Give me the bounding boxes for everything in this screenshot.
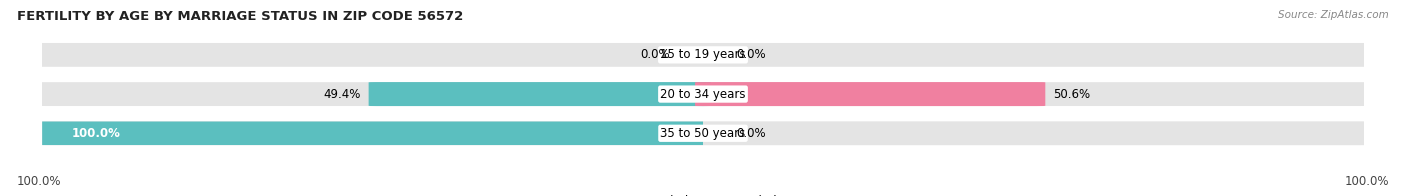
Text: 100.0%: 100.0% — [72, 127, 120, 140]
Text: 35 to 50 years: 35 to 50 years — [661, 127, 745, 140]
Text: 49.4%: 49.4% — [323, 88, 361, 101]
FancyBboxPatch shape — [30, 121, 1376, 146]
Text: 0.0%: 0.0% — [737, 127, 766, 140]
Text: 50.6%: 50.6% — [1053, 88, 1091, 101]
FancyBboxPatch shape — [695, 82, 1045, 106]
Legend: Married, Unmarried: Married, Unmarried — [628, 195, 778, 196]
Text: 20 to 34 years: 20 to 34 years — [661, 88, 745, 101]
Text: 0.0%: 0.0% — [640, 48, 669, 61]
Text: FERTILITY BY AGE BY MARRIAGE STATUS IN ZIP CODE 56572: FERTILITY BY AGE BY MARRIAGE STATUS IN Z… — [17, 10, 463, 23]
FancyBboxPatch shape — [42, 122, 703, 145]
Text: 15 to 19 years: 15 to 19 years — [661, 48, 745, 61]
FancyBboxPatch shape — [30, 82, 1376, 107]
Text: 100.0%: 100.0% — [17, 175, 62, 188]
FancyBboxPatch shape — [368, 82, 711, 106]
Text: 100.0%: 100.0% — [1344, 175, 1389, 188]
Text: Source: ZipAtlas.com: Source: ZipAtlas.com — [1278, 10, 1389, 20]
FancyBboxPatch shape — [30, 42, 1376, 67]
Text: 0.0%: 0.0% — [737, 48, 766, 61]
